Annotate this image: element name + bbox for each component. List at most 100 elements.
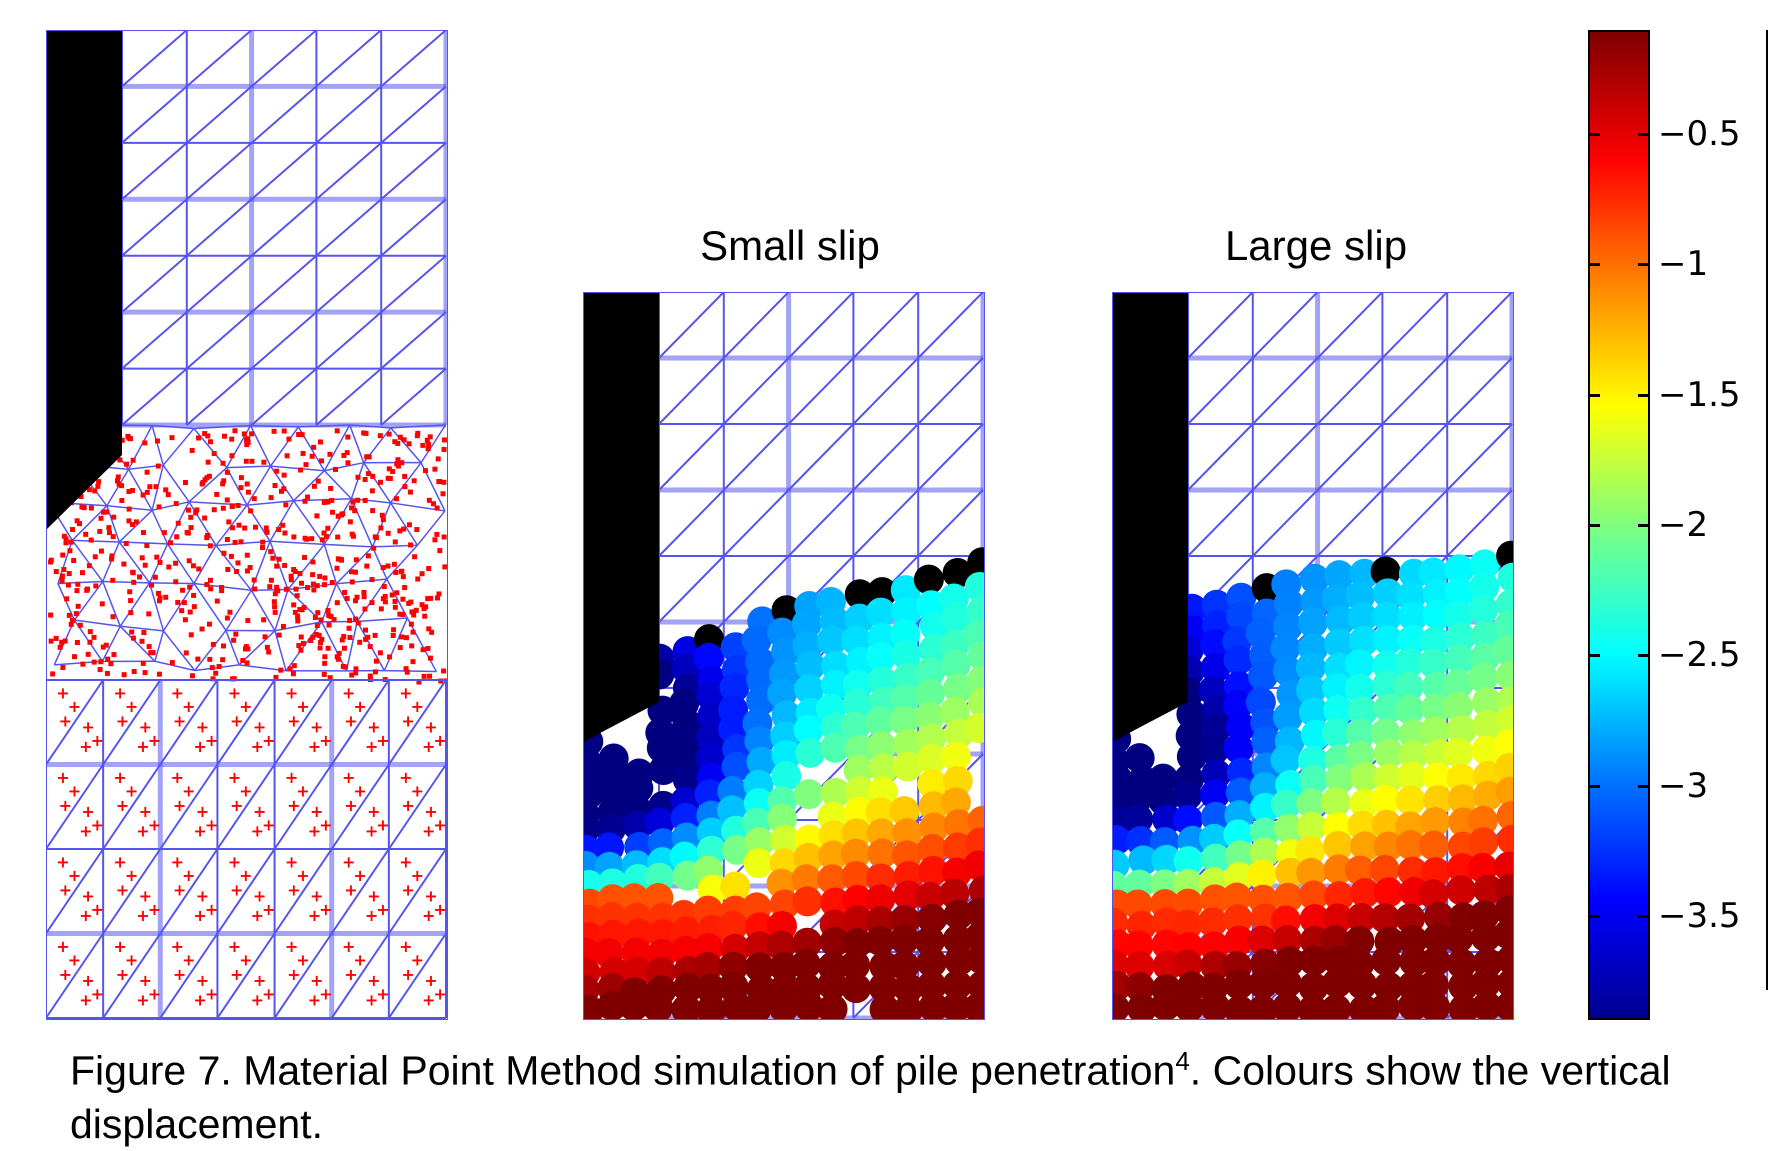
caption-text-before: Figure 7. Material Point Method simulati… bbox=[70, 1048, 1175, 1094]
svg-text:+: + bbox=[422, 906, 435, 925]
svg-text:+: + bbox=[308, 906, 321, 925]
svg-text:+: + bbox=[401, 965, 414, 984]
svg-text:+: + bbox=[116, 965, 129, 984]
svg-text:+: + bbox=[422, 990, 435, 1009]
svg-text:+: + bbox=[193, 737, 206, 756]
svg-text:+: + bbox=[344, 796, 357, 815]
svg-text:+: + bbox=[251, 990, 264, 1009]
svg-text:+: + bbox=[230, 965, 243, 984]
frame-edge bbox=[1766, 30, 1768, 990]
svg-text:+: + bbox=[59, 711, 72, 730]
svg-text:+: + bbox=[79, 990, 92, 1009]
svg-text:+: + bbox=[59, 796, 72, 815]
svg-text:+: + bbox=[287, 880, 300, 899]
svg-text:+: + bbox=[401, 796, 414, 815]
svg-text:+: + bbox=[173, 711, 186, 730]
svg-text:+: + bbox=[422, 821, 435, 840]
colorbar-tick-label: −0.5 bbox=[1658, 114, 1741, 154]
svg-text:+: + bbox=[376, 984, 389, 1003]
svg-text:+: + bbox=[365, 737, 378, 756]
svg-text:+: + bbox=[205, 900, 218, 919]
svg-text:+: + bbox=[433, 815, 446, 834]
svg-text:+: + bbox=[401, 711, 414, 730]
large-slip-panel bbox=[1112, 292, 1514, 1020]
small-slip-panel bbox=[583, 292, 985, 1020]
svg-text:+: + bbox=[262, 900, 275, 919]
large-slip-title: Large slip bbox=[1225, 222, 1407, 270]
caption-superscript: 4 bbox=[1175, 1046, 1189, 1076]
svg-text:+: + bbox=[287, 711, 300, 730]
pile bbox=[46, 30, 122, 530]
svg-text:+: + bbox=[344, 711, 357, 730]
svg-text:+: + bbox=[230, 796, 243, 815]
svg-text:+: + bbox=[116, 796, 129, 815]
svg-text:+: + bbox=[344, 880, 357, 899]
svg-text:+: + bbox=[205, 815, 218, 834]
svg-text:+: + bbox=[148, 984, 161, 1003]
small-slip-plot bbox=[583, 292, 985, 1020]
large-slip-plot bbox=[1112, 292, 1514, 1020]
svg-text:+: + bbox=[376, 900, 389, 919]
upper-mesh bbox=[122, 30, 446, 425]
svg-text:+: + bbox=[344, 965, 357, 984]
svg-text:+: + bbox=[287, 965, 300, 984]
svg-text:+: + bbox=[287, 796, 300, 815]
svg-text:+: + bbox=[79, 906, 92, 925]
svg-text:+: + bbox=[148, 731, 161, 750]
svg-text:+: + bbox=[422, 737, 435, 756]
svg-text:+: + bbox=[319, 984, 332, 1003]
svg-text:+: + bbox=[251, 906, 264, 925]
svg-text:+: + bbox=[136, 906, 149, 925]
svg-text:+: + bbox=[251, 737, 264, 756]
colorbar-tick-label: −3 bbox=[1658, 766, 1708, 806]
svg-text:+: + bbox=[136, 737, 149, 756]
svg-text:+: + bbox=[365, 990, 378, 1009]
svg-text:+: + bbox=[205, 984, 218, 1003]
svg-text:+: + bbox=[79, 737, 92, 756]
lower-mesh: ++++++++++++++++++++++++++++++++++++++++… bbox=[46, 680, 447, 1018]
colorbar-tick-label: −3.5 bbox=[1658, 896, 1741, 936]
colorbar-tick-label: −1.5 bbox=[1658, 375, 1741, 415]
small-slip-title: Small slip bbox=[700, 222, 880, 270]
svg-text:+: + bbox=[319, 731, 332, 750]
svg-text:+: + bbox=[319, 815, 332, 834]
svg-text:+: + bbox=[262, 731, 275, 750]
svg-text:+: + bbox=[365, 906, 378, 925]
svg-text:+: + bbox=[365, 821, 378, 840]
colorbar-tick-label: −2 bbox=[1658, 505, 1708, 545]
svg-text:+: + bbox=[193, 821, 206, 840]
svg-text:+: + bbox=[433, 731, 446, 750]
svg-text:+: + bbox=[376, 815, 389, 834]
svg-text:+: + bbox=[433, 984, 446, 1003]
svg-text:+: + bbox=[91, 900, 104, 919]
svg-text:+: + bbox=[433, 900, 446, 919]
svg-text:+: + bbox=[193, 990, 206, 1009]
svg-text:+: + bbox=[308, 821, 321, 840]
svg-text:+: + bbox=[319, 900, 332, 919]
svg-text:+: + bbox=[308, 990, 321, 1009]
svg-text:+: + bbox=[251, 821, 264, 840]
svg-text:+: + bbox=[116, 880, 129, 899]
figure-caption: Figure 7. Material Point Method simulati… bbox=[70, 1035, 1750, 1151]
svg-text:+: + bbox=[173, 880, 186, 899]
svg-text:+: + bbox=[230, 880, 243, 899]
svg-text:+: + bbox=[116, 711, 129, 730]
colorbar-tick-label: −1 bbox=[1658, 244, 1708, 284]
svg-text:+: + bbox=[230, 711, 243, 730]
svg-text:+: + bbox=[59, 880, 72, 899]
svg-text:+: + bbox=[376, 731, 389, 750]
svg-text:+: + bbox=[193, 906, 206, 925]
svg-text:+: + bbox=[173, 796, 186, 815]
svg-text:+: + bbox=[205, 731, 218, 750]
svg-text:+: + bbox=[262, 984, 275, 1003]
svg-text:+: + bbox=[262, 815, 275, 834]
svg-text:+: + bbox=[401, 880, 414, 899]
initial-configuration-panel: ++++++++++++++++++++++++++++++++++++++++… bbox=[46, 30, 448, 1020]
svg-text:+: + bbox=[148, 900, 161, 919]
svg-text:+: + bbox=[148, 815, 161, 834]
svg-text:+: + bbox=[173, 965, 186, 984]
svg-text:+: + bbox=[136, 821, 149, 840]
svg-text:+: + bbox=[136, 990, 149, 1009]
svg-text:+: + bbox=[91, 984, 104, 1003]
pile bbox=[583, 292, 659, 742]
